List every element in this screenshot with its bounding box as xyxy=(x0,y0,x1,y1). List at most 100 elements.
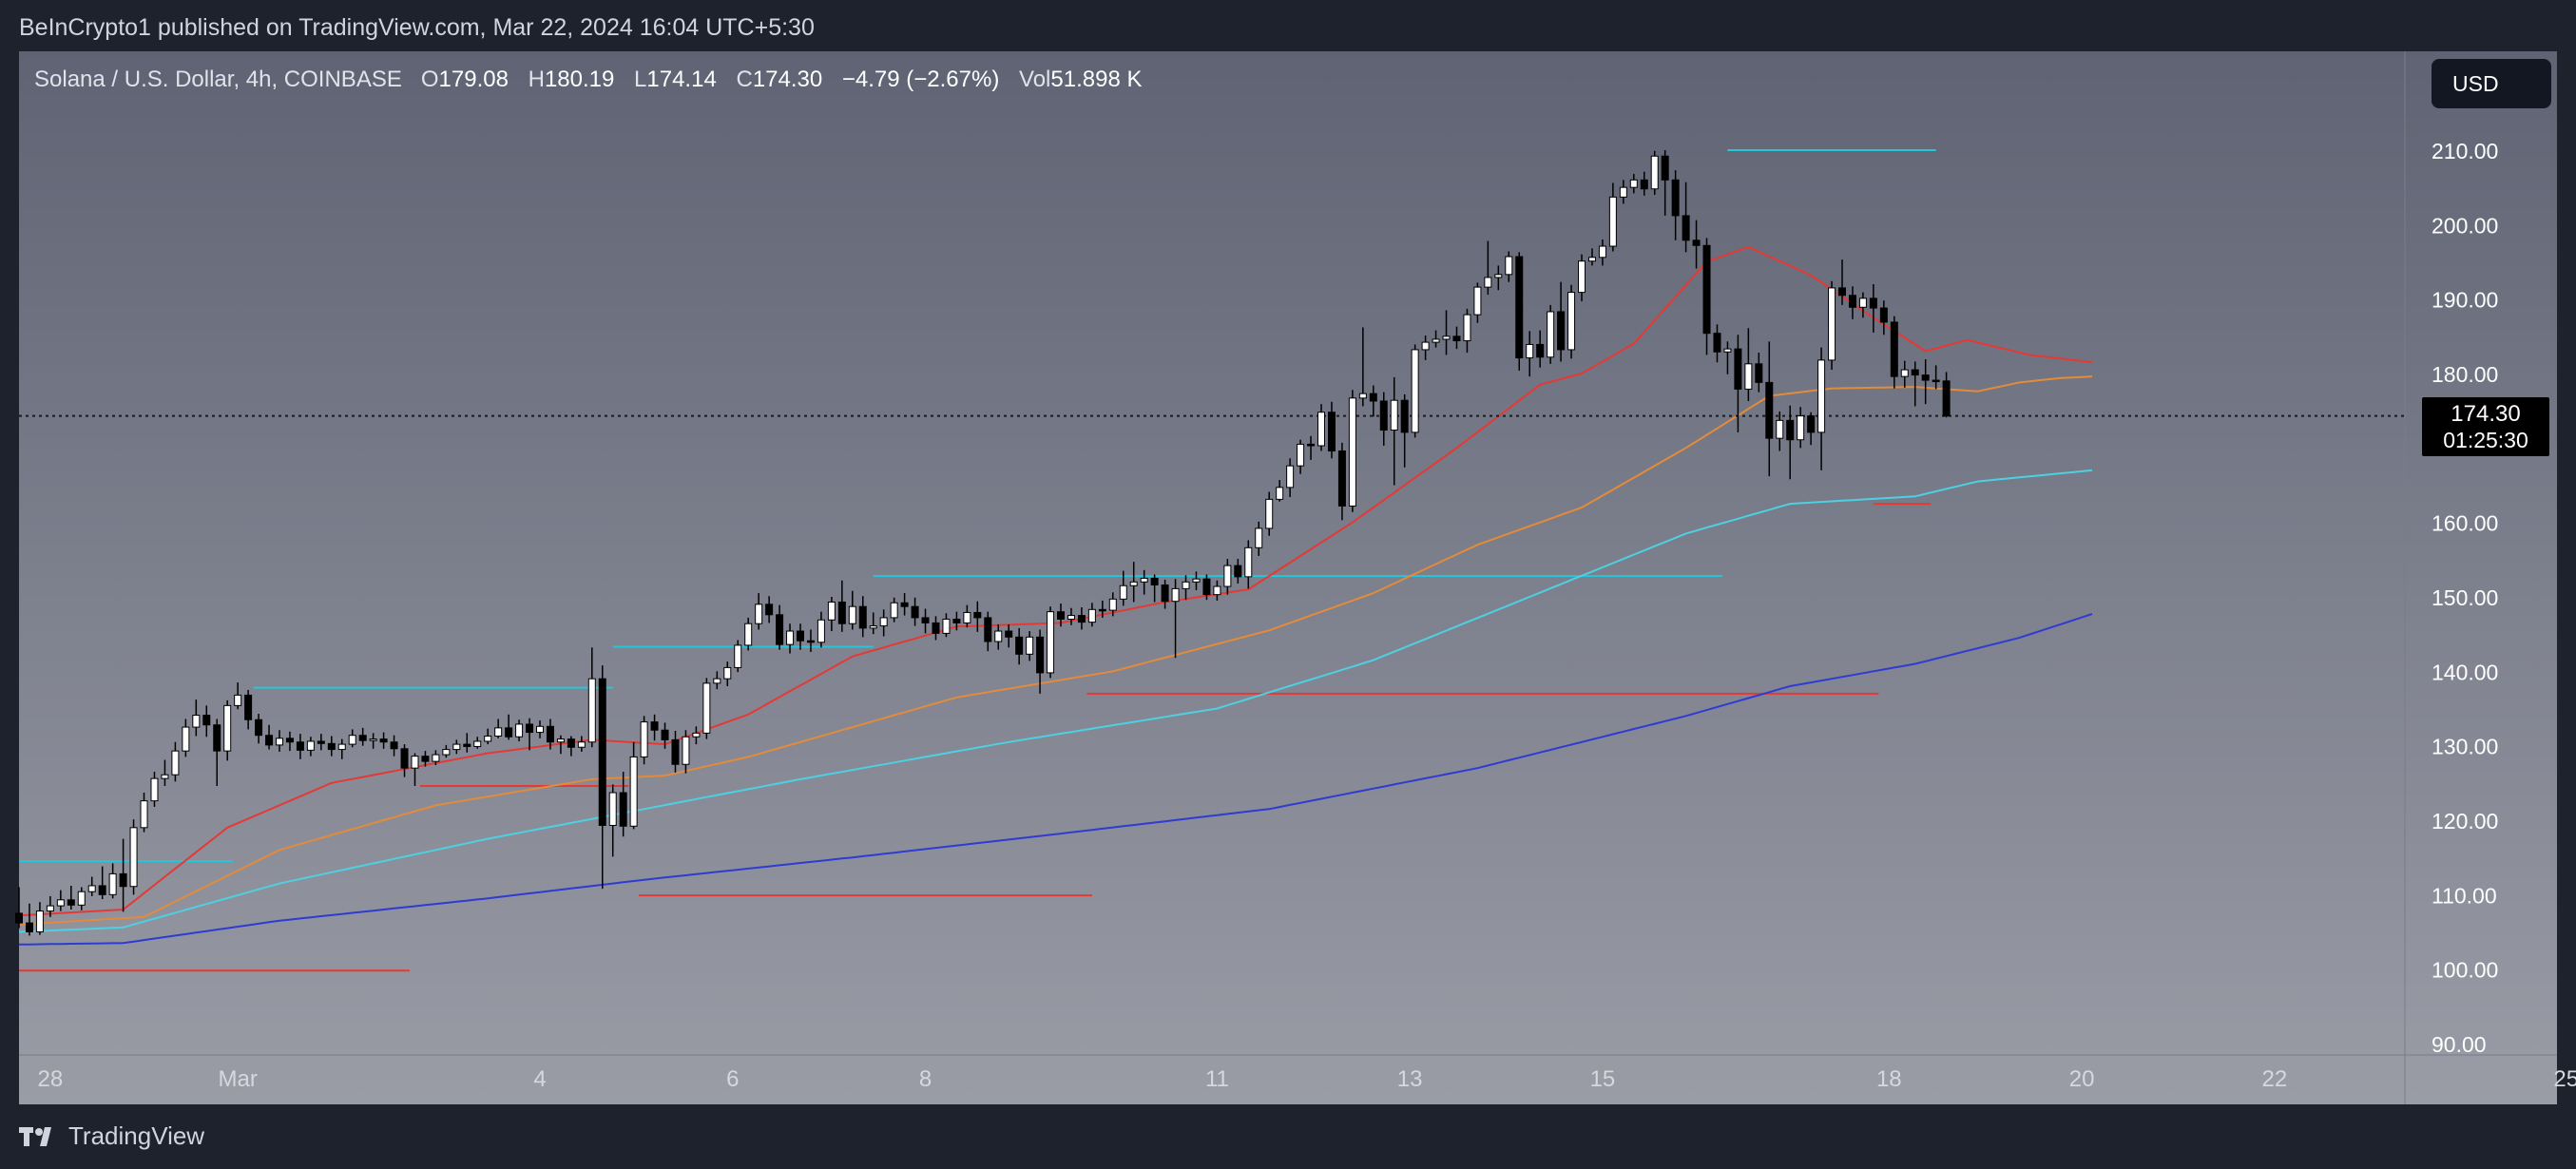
candle-body xyxy=(786,630,795,645)
volume-value: 51.898 K xyxy=(1050,67,1143,92)
candle-body xyxy=(171,750,180,776)
high-value: 180.19 xyxy=(544,67,615,92)
candle xyxy=(1640,171,1648,196)
candle-body xyxy=(1921,374,1930,381)
candle-body xyxy=(150,777,159,802)
candle-body xyxy=(98,885,106,895)
candle-body xyxy=(1223,565,1232,587)
candle-body xyxy=(317,740,325,744)
candle xyxy=(744,617,753,651)
candle xyxy=(192,699,201,737)
candle-body xyxy=(577,741,586,748)
x-tick-label: 11 xyxy=(1205,1066,1229,1092)
candle xyxy=(140,793,148,833)
candle xyxy=(692,726,701,745)
candle-body xyxy=(1411,349,1419,433)
candle-body xyxy=(1192,578,1201,583)
candle xyxy=(171,741,180,782)
y-tick-label: 160.00 xyxy=(2432,511,2498,536)
candle-body xyxy=(1421,341,1430,351)
candles-layer xyxy=(15,150,1951,936)
candle xyxy=(723,661,732,686)
candle xyxy=(1619,180,1627,204)
candle-body xyxy=(129,827,138,888)
candle xyxy=(765,596,774,623)
candle xyxy=(755,593,763,630)
candle xyxy=(265,724,274,750)
candle xyxy=(1411,344,1419,438)
candle xyxy=(223,699,232,761)
candle xyxy=(1858,292,1867,318)
candle-body xyxy=(1213,585,1221,596)
candle xyxy=(77,887,86,910)
candle xyxy=(15,887,23,929)
candle xyxy=(56,890,65,911)
candle-body xyxy=(1400,399,1409,433)
candle xyxy=(1473,282,1482,323)
candle xyxy=(150,772,159,807)
candle xyxy=(1442,310,1451,355)
currency-button[interactable]: USD xyxy=(2432,59,2551,108)
candle xyxy=(1390,376,1398,486)
candle-body xyxy=(87,885,96,892)
candle-body xyxy=(1494,274,1503,278)
candle xyxy=(1140,569,1148,595)
candle xyxy=(1911,361,1919,407)
symbol-legend[interactable]: Solana / U.S. Dollar, 4h, COINBASE O179.… xyxy=(34,67,1155,93)
x-tick-label: 4 xyxy=(533,1066,546,1092)
candle-body xyxy=(296,741,304,751)
ema-line xyxy=(18,613,2093,946)
x-tick-label: 15 xyxy=(1590,1066,1616,1092)
candle-body xyxy=(755,604,763,624)
candle-body xyxy=(1005,630,1013,638)
candle xyxy=(1650,150,1659,195)
candle xyxy=(1307,435,1316,460)
last-price-value: 174.30 xyxy=(2451,400,2521,427)
y-tick-label: 210.00 xyxy=(2432,139,2498,163)
candle-body xyxy=(744,623,753,646)
candle xyxy=(577,736,586,752)
candle xyxy=(1317,404,1325,451)
candle xyxy=(1547,304,1555,364)
candle xyxy=(1463,308,1471,354)
candle-body xyxy=(692,732,701,738)
candle-body xyxy=(108,872,117,895)
candle-body xyxy=(1202,578,1211,596)
candle xyxy=(1358,327,1367,407)
candle-body xyxy=(77,891,86,906)
tradingview-logo[interactable]: TradingView xyxy=(19,1121,204,1150)
x-tick-label: 6 xyxy=(726,1066,739,1092)
high-label: H xyxy=(528,67,545,92)
candle-body xyxy=(1900,369,1909,377)
candle-body xyxy=(952,619,961,623)
candle-body xyxy=(702,682,711,734)
ema-line xyxy=(18,375,2093,926)
candle-body xyxy=(776,614,784,645)
candle-body xyxy=(598,678,606,826)
candle xyxy=(1129,562,1138,603)
candle xyxy=(1734,335,1742,432)
chart-background xyxy=(19,51,2557,1104)
candle-body xyxy=(1536,343,1545,358)
candle xyxy=(1557,281,1566,362)
candle xyxy=(1817,347,1826,470)
candle xyxy=(432,750,440,766)
candle xyxy=(1379,392,1388,446)
candle xyxy=(827,597,836,632)
candle-body xyxy=(494,727,503,737)
candle xyxy=(608,784,617,857)
candle xyxy=(702,678,711,739)
candle xyxy=(994,623,1003,650)
candle xyxy=(598,665,606,890)
candle-body xyxy=(526,723,534,734)
candle-body xyxy=(963,611,971,623)
candle-body xyxy=(1567,292,1576,351)
candle-body xyxy=(640,721,648,757)
candle-body xyxy=(1057,611,1065,621)
y-tick-label: 100.00 xyxy=(2432,958,2498,983)
candle xyxy=(1567,284,1576,359)
low-label: L xyxy=(634,67,647,92)
candle xyxy=(1890,316,1898,389)
